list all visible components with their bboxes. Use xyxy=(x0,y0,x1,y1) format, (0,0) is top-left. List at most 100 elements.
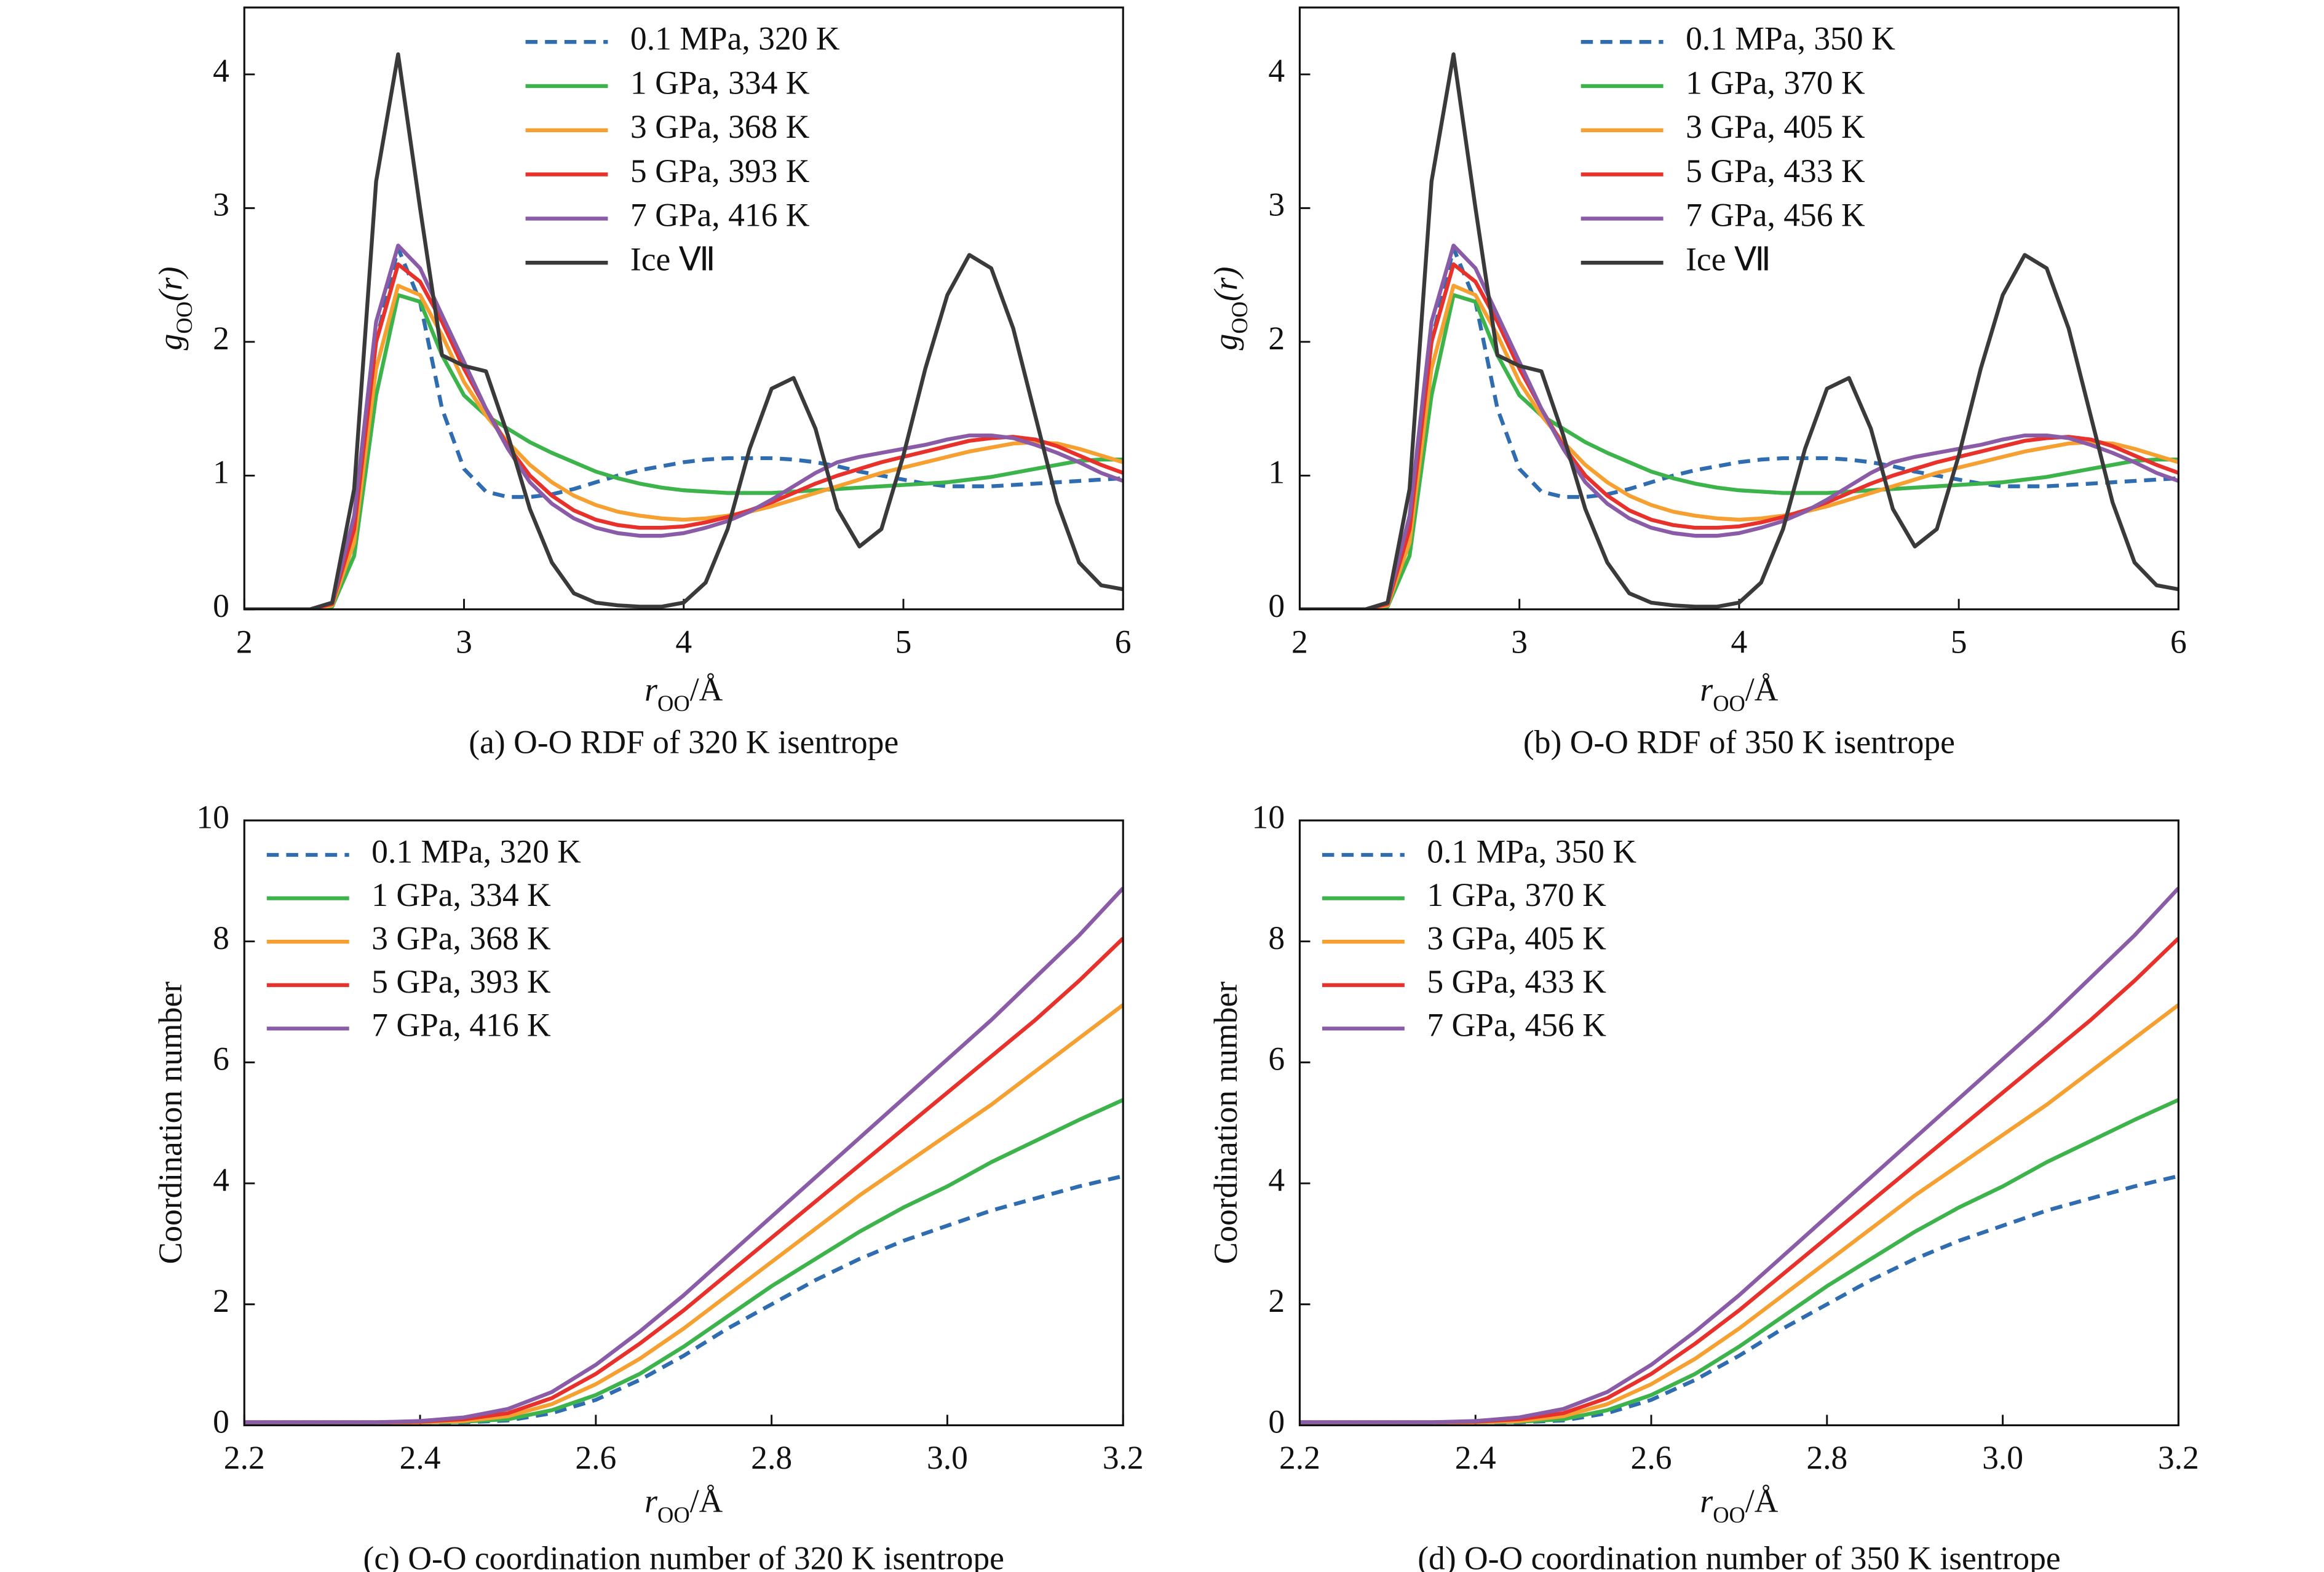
x-tick-label: 4 xyxy=(675,623,692,660)
x-axis-label: rOO/Å xyxy=(644,1483,723,1528)
label-part: /Å xyxy=(1745,1483,1779,1520)
plot-frame xyxy=(243,6,1124,611)
series-line xyxy=(1299,262,2179,609)
x-axis-label: rOO/Å xyxy=(1700,1483,1778,1528)
series-line xyxy=(244,293,1124,609)
x-tick-label: 4 xyxy=(1731,623,1748,660)
caption: (c) O-O coordination number of 320 K ise… xyxy=(363,1539,1004,1572)
series-line xyxy=(1299,293,2179,609)
label-part: g xyxy=(152,334,189,351)
y-tick-label: 10 xyxy=(1252,798,1285,835)
legend-label: 5 GPa, 393 K xyxy=(630,153,810,189)
label-part: r xyxy=(1700,671,1713,708)
y-tick-label: 2 xyxy=(1268,320,1285,357)
series-line xyxy=(1299,52,2179,609)
label-part: r xyxy=(644,671,657,708)
legend-label: 7 GPa, 456 K xyxy=(1686,197,1865,234)
y-axis-label: Coordination number xyxy=(152,982,189,1264)
series-line xyxy=(244,1174,1124,1424)
x-tick-label: 2.8 xyxy=(1806,1439,1847,1476)
x-tick-label: 2.6 xyxy=(575,1439,616,1476)
label-part: OO xyxy=(172,301,197,334)
legend-label: 3 GPa, 368 K xyxy=(630,108,810,145)
y-tick-label: 0 xyxy=(1268,1403,1285,1440)
label-part: Coordination number xyxy=(1207,982,1244,1264)
y-axis-label: gOO(r) xyxy=(152,266,197,350)
y-tick-label: 0 xyxy=(213,1403,229,1440)
series-line xyxy=(1299,886,2179,1424)
x-tick-label: 5 xyxy=(895,623,912,660)
y-tick-label: 4 xyxy=(1268,52,1285,89)
legend-label: 3 GPa, 405 K xyxy=(1686,108,1865,145)
series-line xyxy=(244,262,1124,609)
plot-frame xyxy=(1298,819,2179,1427)
label-part: g xyxy=(1207,334,1244,351)
y-tick-label: 8 xyxy=(1268,919,1285,956)
y-tick-label: 6 xyxy=(213,1041,229,1078)
label-part: (r) xyxy=(152,266,189,301)
series-line xyxy=(244,1098,1124,1424)
legend-label: 1 GPa, 334 K xyxy=(371,876,551,913)
legend-label: 0.1 MPa, 320 K xyxy=(630,20,840,57)
legend-label: 7 GPa, 456 K xyxy=(1427,1007,1606,1044)
label-part: r xyxy=(644,1483,657,1520)
series-line xyxy=(244,284,1124,609)
legend-label: Ice Ⅶ xyxy=(1686,241,1771,278)
legend-label: Ice Ⅶ xyxy=(630,241,716,278)
x-tick-label: 2.6 xyxy=(1631,1439,1672,1476)
x-tick-label: 5 xyxy=(1951,623,1967,660)
legend-label: 0.1 MPa, 350 K xyxy=(1686,20,1895,57)
x-tick-label: 3.0 xyxy=(927,1439,968,1476)
legend-label: 1 GPa, 334 K xyxy=(630,64,810,101)
x-tick-label: 2.2 xyxy=(224,1439,265,1476)
y-tick-label: 3 xyxy=(213,186,229,223)
label-part: /Å xyxy=(690,1483,723,1520)
legend-label: 5 GPa, 393 K xyxy=(371,963,551,1000)
legend-label: 7 GPa, 416 K xyxy=(371,1007,551,1044)
y-tick-label: 4 xyxy=(1268,1161,1285,1198)
legend-label: 7 GPa, 416 K xyxy=(630,197,810,234)
y-tick-label: 1 xyxy=(1268,454,1285,491)
y-tick-label: 0 xyxy=(1268,587,1285,624)
x-tick-label: 6 xyxy=(1115,623,1132,660)
y-tick-label: 3 xyxy=(1268,186,1285,223)
series-line xyxy=(1299,284,2179,609)
x-tick-label: 2.8 xyxy=(751,1439,792,1476)
y-tick-label: 1 xyxy=(213,454,229,491)
x-axis-label: rOO/Å xyxy=(644,671,723,716)
series-line xyxy=(244,886,1124,1424)
x-tick-label: 3.2 xyxy=(1103,1439,1144,1476)
y-tick-label: 4 xyxy=(213,1161,229,1198)
x-tick-label: 2.4 xyxy=(1455,1439,1496,1476)
series-line xyxy=(1299,1003,2179,1424)
y-tick-label: 2 xyxy=(213,320,229,357)
y-tick-label: 8 xyxy=(213,919,229,956)
x-tick-label: 2.2 xyxy=(1279,1439,1320,1476)
y-tick-label: 6 xyxy=(1268,1041,1285,1078)
legend-label: 3 GPa, 405 K xyxy=(1427,919,1606,956)
caption: (d) O-O coordination number of 350 K ise… xyxy=(1418,1539,2060,1572)
y-tick-label: 0 xyxy=(213,587,229,624)
caption: (b) O-O RDF of 350 K isentrope xyxy=(1523,724,1955,761)
series-line xyxy=(1299,1098,2179,1424)
x-axis-label: rOO/Å xyxy=(1700,671,1778,716)
x-tick-label: 2 xyxy=(1291,623,1308,660)
label-part: /Å xyxy=(1745,671,1779,708)
label-part: Coordination number xyxy=(152,982,189,1264)
y-axis-label: Coordination number xyxy=(1207,982,1244,1264)
label-part: /Å xyxy=(690,671,723,708)
label-part: (r) xyxy=(1207,266,1244,301)
label-part: OO xyxy=(1227,301,1252,334)
legend-label: 3 GPa, 368 K xyxy=(371,919,551,956)
legend-label: 0.1 MPa, 320 K xyxy=(371,833,581,870)
label-part: OO xyxy=(1713,691,1745,716)
series-line xyxy=(1299,1174,2179,1424)
y-tick-label: 4 xyxy=(213,52,229,89)
label-part: OO xyxy=(657,691,690,716)
x-tick-label: 3 xyxy=(456,623,472,660)
label-part: r xyxy=(1700,1483,1713,1520)
x-tick-label: 2.4 xyxy=(400,1439,441,1476)
y-axis-label: gOO(r) xyxy=(1207,266,1252,350)
x-tick-label: 3 xyxy=(1511,623,1528,660)
